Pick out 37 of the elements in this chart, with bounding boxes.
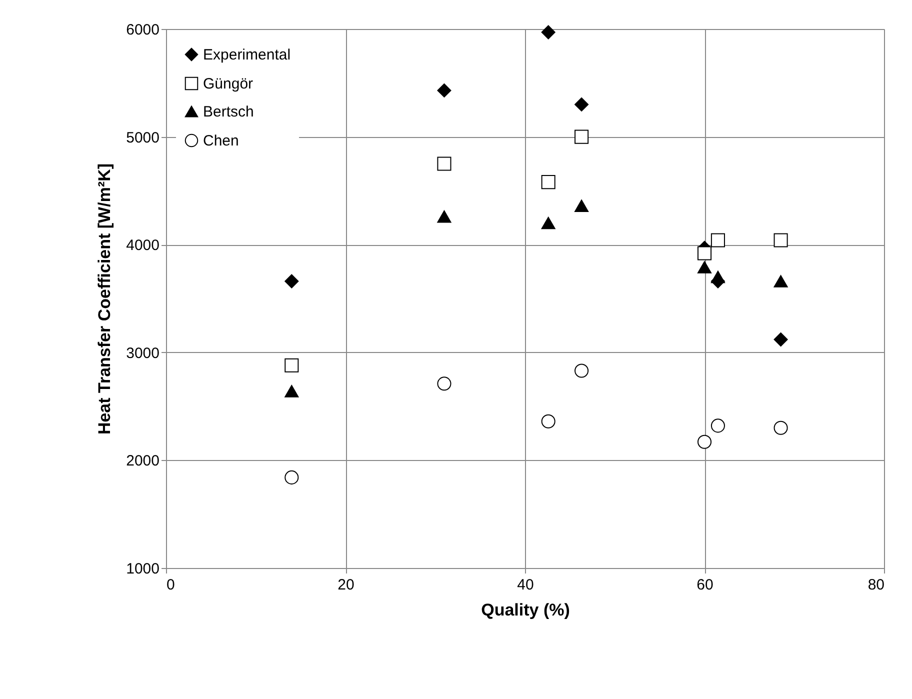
y-tick-label: 1000 (126, 560, 160, 578)
point (710, 233, 725, 248)
y-tick-label: 5000 (126, 129, 160, 146)
x-tick-label: 20 (338, 576, 354, 594)
x-tick-label: 60 (696, 576, 714, 594)
y-tick-label: 3000 (126, 344, 160, 362)
point (697, 434, 712, 449)
point (437, 156, 452, 171)
point (574, 97, 589, 112)
point (284, 274, 299, 288)
x-tick-label: 0 (166, 576, 175, 594)
point (574, 200, 589, 212)
point (437, 83, 452, 98)
point (284, 358, 299, 372)
point (697, 246, 712, 260)
point (541, 175, 556, 190)
y-axis-title: Heat Transfer Coefficient [W/m²K] (95, 163, 114, 435)
point (541, 216, 556, 230)
y-tick-label: 2000 (126, 452, 160, 470)
point (437, 210, 452, 223)
x-axis-title: Quality (%) (481, 600, 570, 620)
x-tick-label: 40 (517, 576, 534, 594)
legend-label: Bertsch (203, 104, 254, 120)
point (284, 385, 299, 398)
point (697, 261, 712, 274)
point (541, 25, 556, 40)
legend-label: Güngör (203, 76, 254, 92)
legend-label: Chen (203, 132, 239, 150)
point (574, 130, 589, 144)
legend-label: Experimental (203, 46, 291, 64)
point (774, 332, 788, 346)
point (774, 275, 788, 288)
point (710, 270, 725, 284)
x-tick-label: 80 (868, 576, 884, 594)
y-tick-label: 4000 (126, 237, 160, 254)
y-tick-label: 6000 (126, 22, 160, 38)
point (774, 233, 788, 248)
